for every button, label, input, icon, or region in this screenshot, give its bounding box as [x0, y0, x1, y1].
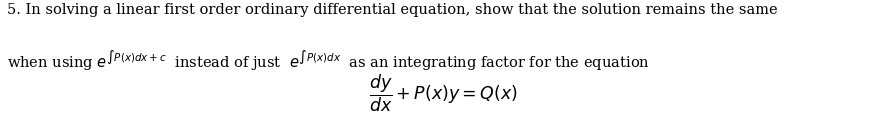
Text: when using $e^{\int P(x)dx+c}$  instead of just  $e^{\int P(x)dx}$  as an integr: when using $e^{\int P(x)dx+c}$ instead o… — [7, 48, 650, 72]
Text: $\dfrac{dy}{dx} + P(x)y = Q(x)$: $\dfrac{dy}{dx} + P(x)y = Q(x)$ — [369, 72, 517, 113]
Text: 5. In solving a linear first order ordinary differential equation, show that the: 5. In solving a linear first order ordin… — [7, 3, 778, 17]
